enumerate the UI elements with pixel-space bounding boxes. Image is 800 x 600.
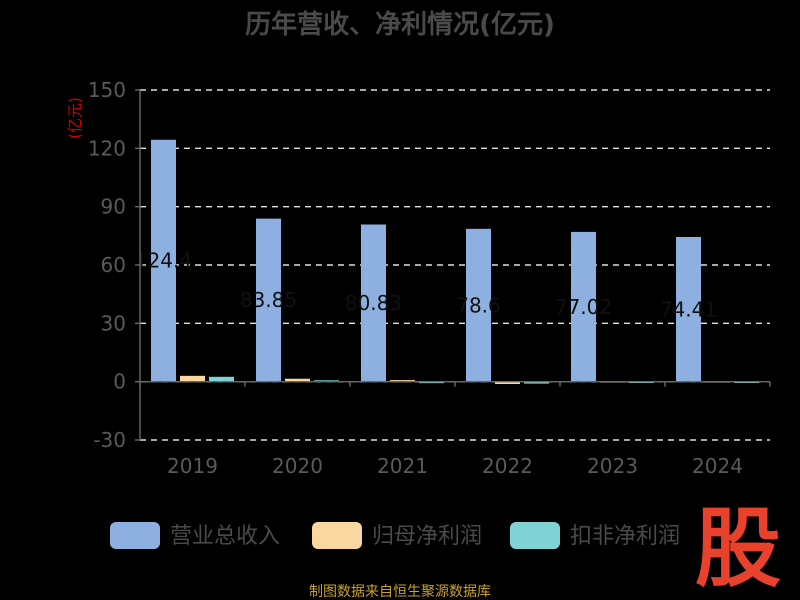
bar-deducted-profit	[209, 376, 234, 382]
bar-net-profit	[285, 378, 310, 382]
bar-value-label: 80.83	[345, 291, 402, 315]
x-tick-label: 2021	[377, 454, 428, 478]
bar-revenue	[466, 228, 491, 382]
y-axis-unit: (亿元)	[66, 97, 84, 139]
bar-value-label: 77.02	[555, 295, 612, 319]
bar-net-profit	[390, 380, 415, 382]
legend-swatch	[510, 522, 560, 549]
legend-swatch	[110, 522, 160, 549]
bar-deducted-profit	[419, 381, 444, 384]
legend-label: 归母净利润	[372, 524, 482, 549]
y-tick-label: 30	[101, 311, 126, 335]
bars	[151, 139, 759, 384]
bar-revenue	[361, 224, 386, 382]
legend: 营业总收入 归母净利润 扣非净利润	[110, 522, 680, 549]
x-tick-label: 2019	[167, 454, 218, 478]
y-tick-label: 120	[88, 136, 126, 160]
x-tick-label: 2024	[692, 454, 743, 478]
x-tick-label: 2022	[482, 454, 533, 478]
y-tick-label: 90	[101, 195, 126, 219]
bar-value-label: 124.4	[135, 249, 192, 273]
x-axis: 2019 2020 2021 2022 2023 2024	[139, 90, 771, 478]
bar-value-label: 83.85	[240, 288, 297, 312]
y-tick-label: -30	[93, 428, 126, 452]
data-source-note: 制图数据来自恒生聚源数据库	[309, 584, 491, 600]
bar-value-label: 78.6	[456, 293, 501, 317]
bar-deducted-profit	[524, 381, 549, 384]
y-tick-label: 0	[113, 370, 126, 394]
chart-title: 历年营收、净利情况(亿元)	[245, 9, 555, 40]
x-tick-label: 2023	[587, 454, 638, 478]
bar-revenue	[676, 236, 701, 382]
bar-net-profit	[495, 381, 520, 384]
y-axis-ticks: 150 120 90 60 30 0 -30	[88, 78, 140, 452]
legend-label: 营业总收入	[170, 524, 280, 549]
x-tick-label: 2020	[272, 454, 323, 478]
legend-swatch	[312, 522, 362, 549]
bar-labels: 124.4 83.85 80.83 78.6 77.02 74.41	[135, 249, 717, 322]
logo-glyph: 股	[695, 499, 781, 599]
bar-revenue	[571, 231, 596, 382]
bar-net-profit	[180, 375, 205, 382]
bar-revenue	[256, 218, 281, 382]
bar-value-label: 74.41	[660, 297, 717, 321]
logo-stamp: 股	[695, 499, 781, 599]
y-tick-label: 60	[101, 253, 126, 277]
y-tick-label: 150	[88, 78, 126, 102]
legend-label: 扣非净利润	[570, 524, 680, 549]
gridlines	[140, 89, 770, 441]
bar-revenue	[151, 139, 176, 382]
